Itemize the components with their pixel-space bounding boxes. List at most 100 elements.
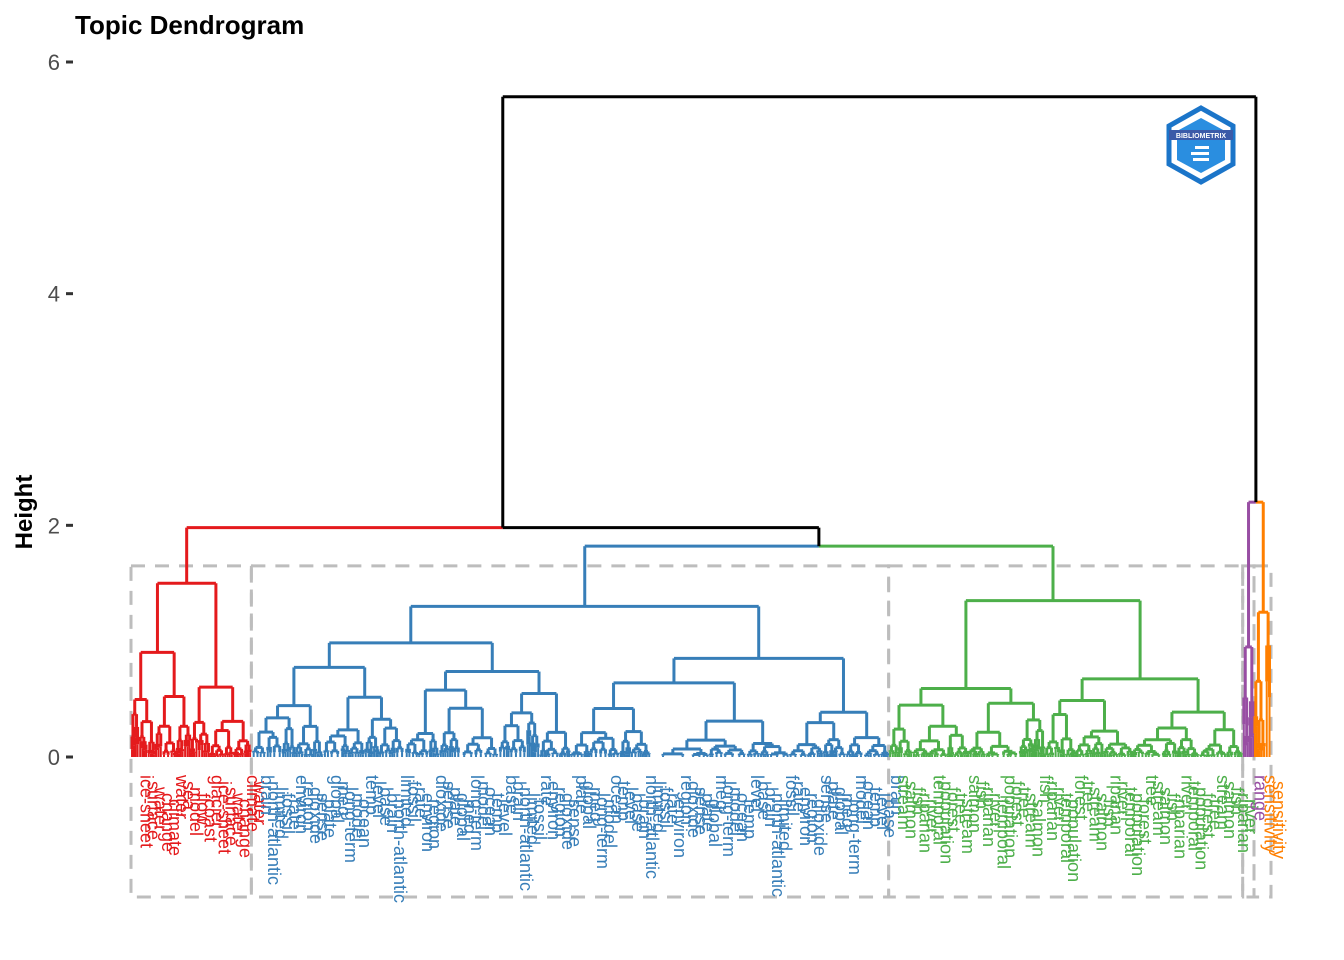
leaf-label: model <box>348 793 368 842</box>
leaf-label: brain <box>383 793 403 833</box>
leaf-label: river <box>923 799 943 834</box>
leaf-label: riparian <box>915 793 935 853</box>
leaf-label: temporal <box>993 799 1013 869</box>
leaf-label: model <box>600 799 620 848</box>
leaf-label: tree <box>1206 799 1226 830</box>
leaf-label: river <box>1050 787 1070 822</box>
leaf-label: temporal <box>1121 787 1141 857</box>
leaf-label: rate <box>663 793 683 824</box>
y-tick-label: 2 <box>48 513 60 538</box>
leaf-label: global <box>705 799 725 847</box>
leaf-label: stream <box>1213 775 1233 830</box>
leaf-label: brain <box>635 799 655 839</box>
leaf-label: base <box>754 781 774 820</box>
leaf-label: environ <box>544 781 564 840</box>
leaf-label: river <box>1114 781 1134 816</box>
leaf-label: global <box>831 787 851 835</box>
leaf-label: fossil <box>656 787 676 828</box>
leaf-label: tree <box>1078 781 1098 812</box>
leaf-label: change <box>236 799 256 858</box>
leaf-label: fossil <box>782 775 802 816</box>
leaf-label: population <box>1000 775 1020 858</box>
leaf-labels: ice-sheetsurfacewaterchangeclimatewaters… <box>137 774 1289 903</box>
leaf-label: riparian <box>1043 781 1063 841</box>
leaf-label: stream <box>1085 787 1105 842</box>
leaf-label: limited <box>397 775 417 827</box>
leaf-label: surface <box>222 787 242 846</box>
leaf-label: tree <box>1015 787 1035 818</box>
leaf-label: temp <box>866 787 886 827</box>
leaf-label: dioxide <box>306 787 326 844</box>
leaf-label: region <box>299 781 319 831</box>
leaf-label: dioxide <box>684 781 704 838</box>
cluster-tree <box>1242 645 1255 757</box>
leaf-label: temp <box>740 799 760 839</box>
leaf-label: tree <box>1142 775 1162 806</box>
leaf-label: model <box>474 781 494 830</box>
leaf-label: temporal <box>1057 793 1077 863</box>
leaf-label: long-term <box>845 799 865 875</box>
leaf-label: region <box>551 787 571 837</box>
leaf-label: plate <box>824 781 844 820</box>
leaf-label: riparian <box>979 787 999 847</box>
leaf-label: plate <box>698 793 718 832</box>
leaf-label: global <box>579 781 599 829</box>
leaf-label: population <box>1192 787 1212 870</box>
leaf-label: fish <box>1227 787 1247 815</box>
leaf-label: plate <box>446 787 466 826</box>
cut-box <box>887 564 1245 899</box>
leaf-label: water <box>172 774 192 819</box>
y-tick-label: 6 <box>48 50 60 75</box>
y-tick-label: 0 <box>48 745 60 770</box>
leaf-label: region <box>803 793 823 843</box>
leaf-label: water <box>250 780 270 825</box>
leaf-label: river <box>1177 775 1197 810</box>
leaf-label: salmon <box>1220 781 1240 839</box>
leaf-label: meq <box>586 787 606 822</box>
leaf-label: ocean <box>859 781 879 830</box>
leaf-label: plate <box>320 799 340 838</box>
leaf-label: forest <box>1135 799 1155 844</box>
leaf-label: forest <box>1199 793 1219 838</box>
leaf-label: meq <box>334 781 354 816</box>
leaf-label: north-atlantic <box>768 793 788 897</box>
leaf-label: long-term <box>467 775 487 851</box>
y-tick-label: 4 <box>48 282 60 307</box>
leaf-label: environ <box>292 775 312 834</box>
leaf-label: fish <box>1163 793 1183 821</box>
leaf-label: tree <box>951 793 971 824</box>
leaf-label: salmon <box>1092 793 1112 851</box>
leaf-label: sense <box>439 781 459 829</box>
leaf-label: rate <box>789 781 809 812</box>
leaf-label: river <box>986 793 1006 828</box>
bibliometrix-logo: BIBLIOMETRIX <box>1166 105 1236 185</box>
leaf-label: level <box>747 775 767 812</box>
leaf-label: river <box>1241 799 1261 834</box>
leaf-label: coast <box>200 799 220 842</box>
leaf-label: level <box>495 799 515 836</box>
leaf-label: global <box>453 793 473 841</box>
leaf-label: meq <box>838 793 858 828</box>
leaf-label: temp <box>488 793 508 833</box>
leaf-label: meq <box>460 799 480 834</box>
leaf-label: environ <box>796 787 816 846</box>
leaf-label: model <box>852 775 872 824</box>
leaf-label: brain <box>887 775 907 815</box>
leaf-label: temporal <box>930 775 950 845</box>
logo-text: BIBLIOMETRIX <box>1176 133 1226 140</box>
leaf-label: long-term <box>593 793 613 869</box>
leaf-label: change <box>158 793 178 852</box>
leaf-label: flow <box>193 793 213 826</box>
leaf-label: climate <box>243 775 263 832</box>
leaf-label: fish <box>972 781 992 809</box>
leaf-label: riparian <box>1234 793 1254 853</box>
leaf-label: sense <box>817 775 837 823</box>
dendrogram-tree <box>130 95 1272 757</box>
leaf-label: meq <box>712 775 732 810</box>
leaf-label: climate <box>165 799 185 856</box>
leaf-label: dioxide <box>432 775 452 832</box>
leaf-label: fish <box>1100 799 1120 827</box>
leaf-label: level <box>369 781 389 818</box>
leaf-label: sea <box>179 781 199 811</box>
